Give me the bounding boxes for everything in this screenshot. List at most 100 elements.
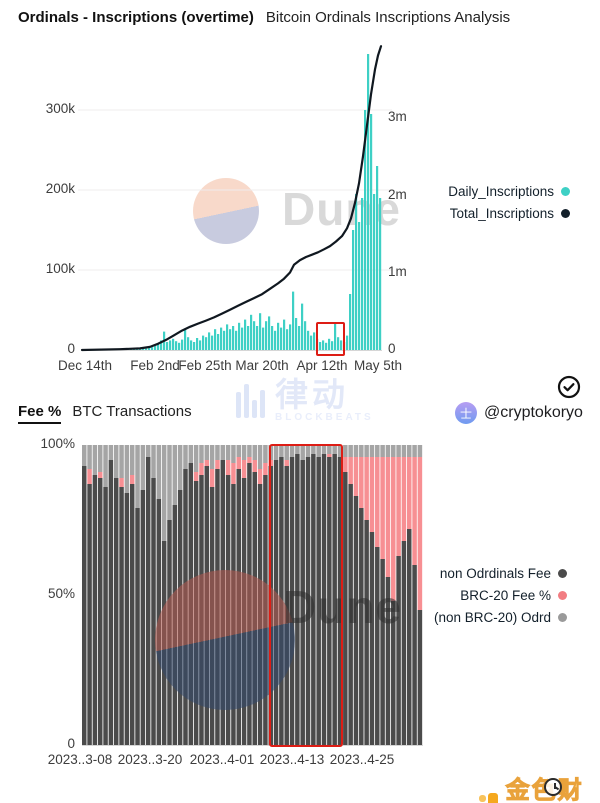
non-ordinals-fee-bar [82,466,87,745]
brc20-fee-bar [199,463,204,475]
non-brc20-ordinals-bar [135,445,140,508]
golden-finance-icon [477,792,500,803]
non-brc20-ordinals-bar [140,445,146,490]
legend-item[interactable]: Daily_Inscriptions [448,180,570,202]
brc20-fee-bar [369,457,375,532]
non-ordinals-fee-bar [204,466,210,745]
chart1-legend: Daily_Inscriptions Total_Inscriptions [448,180,570,224]
brc20-fee-bar [364,457,369,520]
daily-inscriptions-bar [172,338,175,350]
non-ordinals-fee-bar [135,508,140,745]
non-ordinals-fee-bar [124,493,130,745]
daily-inscriptions-bar [181,339,184,350]
non-brc20-ordinals-bar [220,445,226,460]
non-ordinals-fee-bar [401,541,407,745]
non-brc20-ordinals-bar [199,445,204,463]
daily-inscriptions-bar [139,349,142,350]
daily-inscriptions-bar [145,348,148,350]
non-ordinals-fee-bar [188,463,194,745]
non-ordinals-fee-bar [391,601,396,745]
brc20-fee-bar [348,457,353,484]
daily-inscriptions-bar [358,222,361,350]
daily-inscriptions-bar [298,326,301,350]
non-brc20-ordinals-bar [316,445,321,457]
brc20-fee-bar [252,460,257,472]
y-right-tick-label: 3m [388,109,407,124]
daily-inscriptions-bar [286,329,289,350]
daily-inscriptions-bar [310,335,313,350]
non-brc20-ordinals-bar [391,445,396,457]
chart2-legend: non Odrdinals Fee BRC-20 Fee % (non BRC-20… [434,562,567,628]
chart1-title: Ordinals - Inscriptions (overtime) [18,9,254,26]
brc20-fee-bar [385,457,391,577]
legend-label: Total_Inscriptions [449,205,554,221]
daily-inscriptions-bar [247,326,250,350]
daily-inscriptions-bar [322,340,325,350]
legend-item[interactable]: non Odrdinals Fee [434,562,567,584]
daily-inscriptions-bar [175,341,178,350]
non-brc20-ordinals-bar [231,445,236,463]
non-brc20-ordinals-bar [305,445,311,457]
non-ordinals-fee-bar [412,565,417,745]
daily-inscriptions-bar [265,321,268,350]
non-brc20-ordinals-bar [193,445,199,472]
non-ordinals-fee-bar [108,460,114,745]
daily-inscriptions-bar [190,340,193,350]
daily-inscriptions-bar [208,332,211,350]
daily-inscriptions-bar [262,327,265,350]
non-ordinals-fee-bar [129,484,135,745]
daily-inscriptions-bar [292,291,295,350]
daily-inscriptions-bar [229,329,232,350]
brc20-fee-bar [193,472,199,481]
daily-inscriptions-bar [151,347,154,350]
x-tick-label: 2023..4-01 [189,752,255,767]
non-brc20-ordinals-bar [407,445,412,457]
non-brc20-ordinals-bar [273,445,279,460]
non-brc20-ordinals-bar [353,445,359,457]
non-brc20-ordinals-bar [151,445,156,478]
legend-label: BRC-20 Fee % [460,587,551,603]
non-brc20-ordinals-bar [161,445,167,541]
non-brc20-ordinals-bar [311,445,316,454]
annotation-box-apr12 [316,322,345,356]
non-brc20-ordinals-bar [188,445,194,463]
legend-label: Daily_Inscriptions [448,183,554,199]
daily-inscriptions-bar [154,346,157,350]
brc20-fee-bar [401,457,407,541]
brc20-fee-bar [375,457,380,547]
non-brc20-ordinals-bar [183,445,188,469]
legend-dot-icon [561,208,570,218]
non-brc20-ordinals-bar [215,445,220,460]
daily-inscriptions-bar [277,322,280,350]
y-tick-label: 50% [47,586,75,601]
daily-inscriptions-bar [196,338,199,350]
non-ordinals-fee-bar [97,478,103,745]
non-ordinals-fee-bar [140,490,146,745]
non-brc20-ordinals-bar [204,445,210,460]
dune-logo-icon [193,178,259,244]
daily-inscriptions-bar [373,194,376,350]
legend-item[interactable]: BRC-20 Fee % [434,584,567,606]
non-brc20-ordinals-bar [263,445,268,463]
non-ordinals-fee-bar [311,454,316,745]
non-brc20-ordinals-bar [284,445,289,460]
non-brc20-ordinals-bar [369,445,375,457]
non-brc20-ordinals-bar [87,445,92,469]
brc20-fee-bar [417,457,423,610]
non-ordinals-fee-bar [236,469,242,745]
daily-inscriptions-bar [301,303,304,350]
legend-item[interactable]: (non BRC-20) Odrd [434,606,567,628]
daily-inscriptions-bar [370,114,373,350]
legend-item[interactable]: Total_Inscriptions [448,202,570,224]
x-tick-label: 2023..4-13 [259,752,325,767]
chart2-header: Fee % BTC Transactions [18,403,192,424]
non-brc20-ordinals-bar [124,445,130,493]
legend-label: non Odrdinals Fee [439,565,551,581]
clock-icon [544,778,562,796]
daily-inscriptions-bar [379,198,382,350]
blockbeats-en-text: BLOCKBEATS [275,412,374,423]
brc20-fee-bar [231,463,236,484]
blockbeats-watermark: 律动 BLOCKBEATS [236,378,374,423]
total-inscriptions-line [80,45,383,352]
